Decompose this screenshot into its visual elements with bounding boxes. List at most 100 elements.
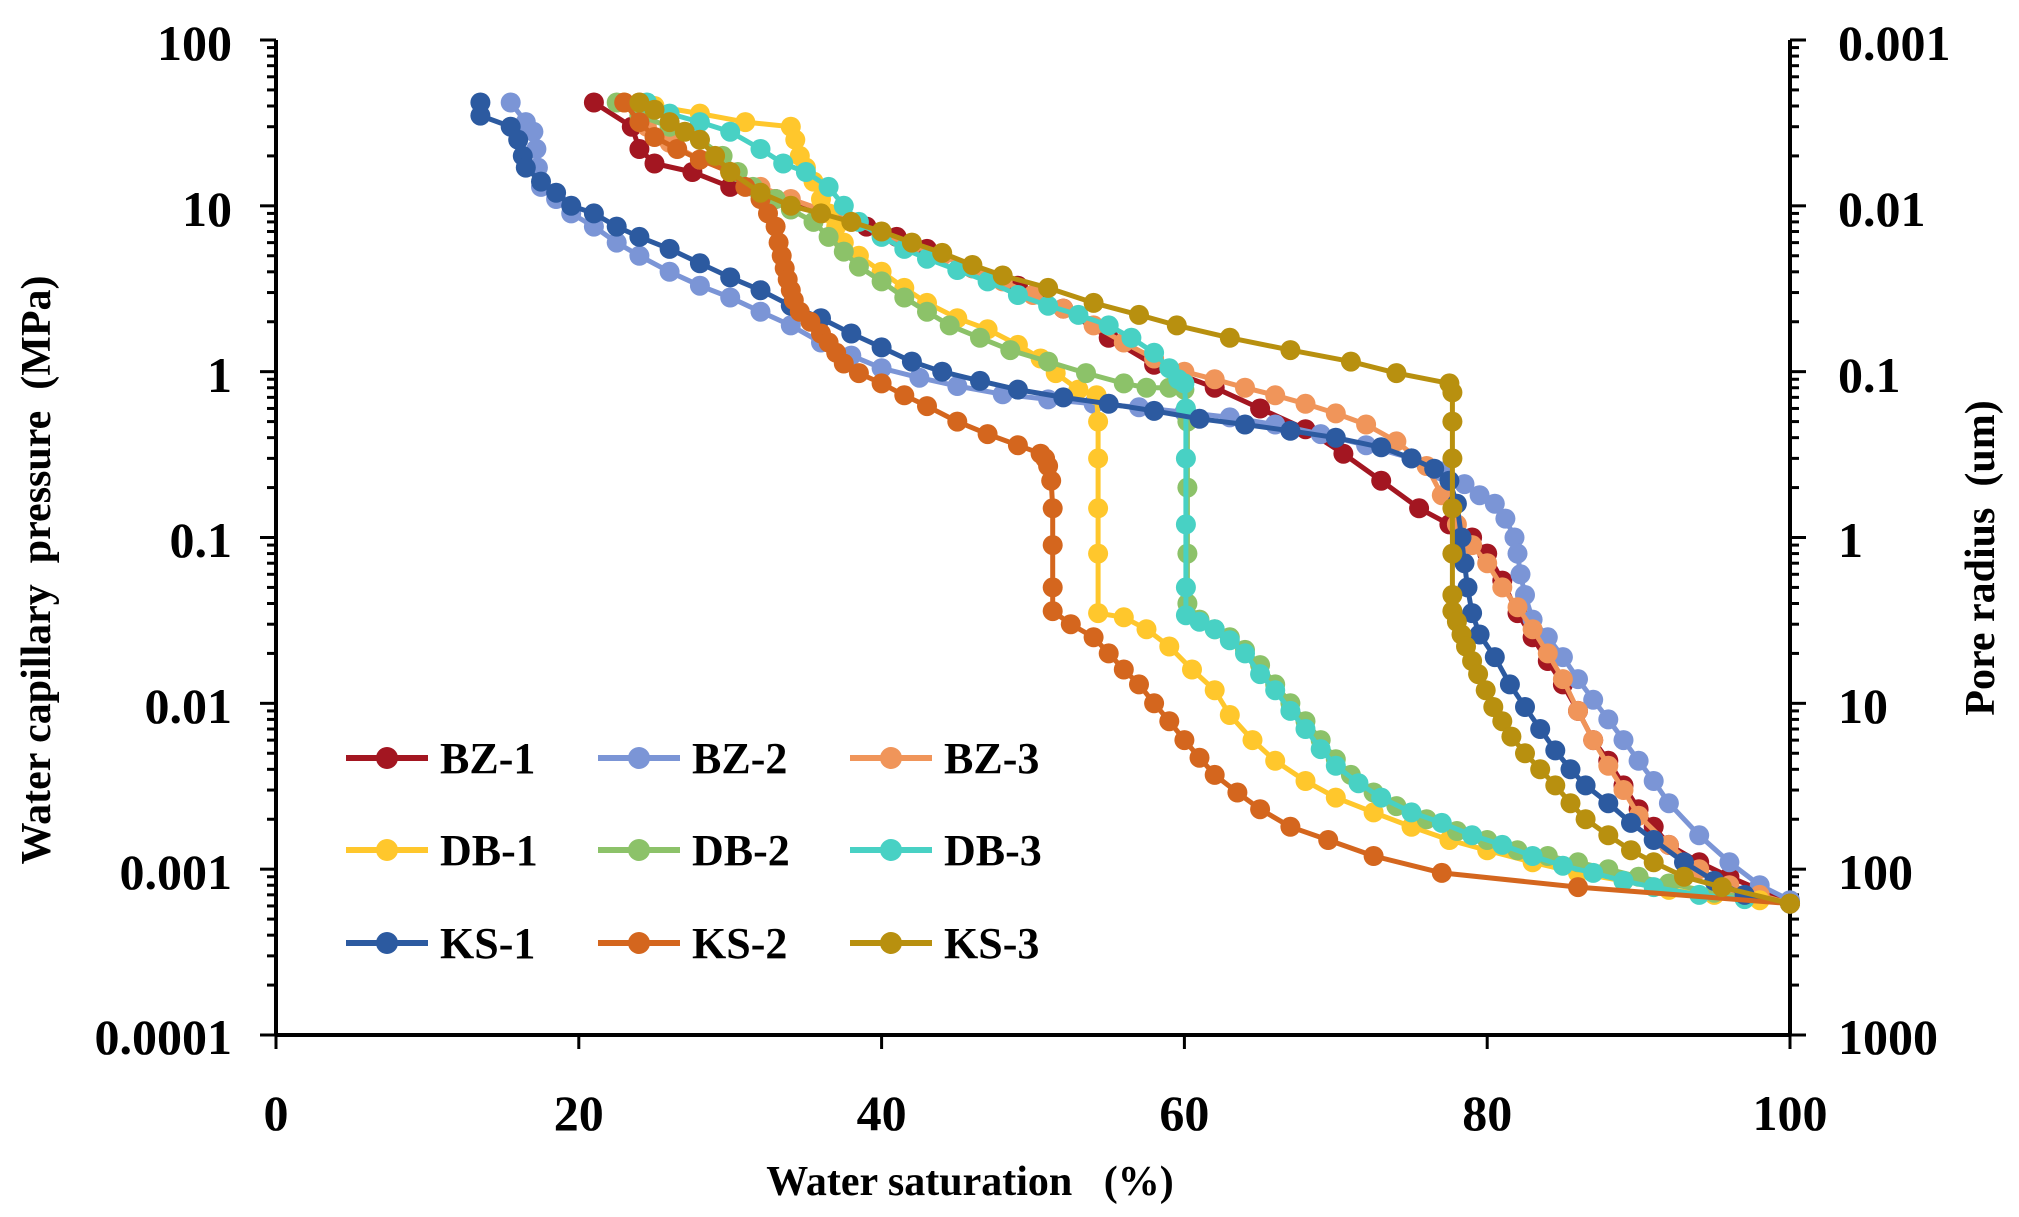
data-point: [1537, 643, 1558, 664]
data-point: [1280, 816, 1301, 837]
data-point: [818, 176, 839, 197]
data-point: [629, 245, 650, 266]
legend-swatch-marker: [376, 747, 398, 769]
data-point: [1560, 793, 1581, 814]
data-point: [1144, 400, 1165, 421]
data-point: [1098, 643, 1119, 664]
data-point: [720, 162, 741, 182]
data-point: [1038, 277, 1059, 298]
data-point: [1041, 470, 1062, 491]
data-point: [1658, 793, 1679, 814]
data-point: [894, 385, 915, 406]
data-point: [1053, 387, 1074, 408]
data-point: [871, 337, 892, 358]
data-point: [1250, 398, 1271, 419]
data-point: [508, 129, 529, 150]
data-point: [1295, 393, 1316, 414]
data-point: [1204, 369, 1225, 390]
data-point: [1227, 782, 1248, 803]
legend-item-bz-2: BZ-2: [598, 734, 787, 783]
data-point: [1484, 493, 1505, 514]
legend-label: DB-1: [440, 826, 538, 875]
data-point: [1042, 535, 1063, 556]
data-point: [1219, 630, 1240, 651]
legend-swatch-marker: [880, 747, 902, 769]
data-point: [1088, 543, 1109, 564]
data-point: [1401, 448, 1422, 469]
data-point: [1583, 730, 1604, 751]
data-point: [1325, 403, 1346, 424]
data-point: [659, 112, 680, 133]
data-point: [1507, 543, 1528, 564]
data-point: [1552, 647, 1573, 668]
data-point: [1477, 553, 1498, 574]
data-point: [1568, 700, 1588, 721]
y2-tick-labels: 1000 100 10 1 0.1 0.01 0.001: [1838, 15, 1951, 1065]
data-point: [1560, 759, 1581, 780]
data-point: [1182, 659, 1202, 680]
data-point: [1598, 793, 1619, 814]
legend-item-db-1: DB-1: [346, 826, 538, 875]
data-point: [833, 195, 854, 216]
legend-swatch-marker: [880, 932, 902, 954]
legend-item-ks-1: KS-1: [346, 919, 535, 968]
data-point: [901, 232, 922, 253]
data-point: [1333, 443, 1354, 464]
data-point: [1621, 812, 1641, 833]
data-point: [1310, 739, 1331, 760]
data-point: [1280, 700, 1301, 721]
legend-label: DB-2: [692, 826, 790, 875]
legend: BZ-1 BZ-2 BZ-3 DB-1 DB-2 DB-3 KS-1 KS-2 KS-3: [346, 734, 1042, 968]
data-point: [720, 121, 741, 142]
data-point: [1038, 351, 1059, 372]
data-point: [1136, 619, 1157, 640]
y-axis-title: Water capillary pressure (MPa): [14, 275, 60, 864]
data-point: [947, 260, 968, 280]
data-point: [1492, 577, 1513, 598]
data-point: [674, 121, 695, 142]
data-point: [894, 287, 915, 308]
data-point: [1250, 664, 1271, 685]
data-point: [1431, 812, 1452, 833]
data-point: [1113, 659, 1134, 680]
data-point: [1174, 373, 1195, 394]
data-point: [1129, 674, 1149, 695]
data-point: [1242, 730, 1263, 751]
data-point: [1363, 846, 1384, 866]
data-point: [1088, 498, 1109, 519]
data-point: [1088, 603, 1109, 624]
data-point: [606, 216, 627, 237]
data-point: [735, 112, 756, 133]
data-point: [720, 267, 741, 288]
data-point: [932, 361, 953, 382]
y2-tick-label: 0.1: [1838, 347, 1901, 403]
data-point: [1442, 585, 1463, 605]
data-point: [1280, 340, 1301, 361]
data-point: [1530, 719, 1551, 739]
data-point: [1583, 862, 1604, 883]
data-point: [1204, 764, 1225, 785]
y2-tick-label: 100: [1838, 844, 1913, 900]
legend-label: BZ-3: [944, 734, 1039, 783]
data-point: [1780, 893, 1800, 914]
legend-swatch-marker: [628, 839, 650, 861]
data-point: [1613, 730, 1634, 751]
x-tick-label: 60: [1159, 1085, 1209, 1141]
x-tick-label: 0: [264, 1085, 289, 1141]
data-point: [1510, 564, 1531, 585]
legend-swatch-marker: [880, 839, 902, 861]
data-point: [1575, 775, 1596, 796]
data-point: [947, 376, 968, 396]
data-point: [1501, 726, 1522, 747]
legend-label: KS-3: [944, 919, 1039, 968]
data-point: [1113, 373, 1134, 394]
data-point: [1235, 377, 1255, 398]
legend-swatch-marker: [376, 932, 398, 954]
data-point: [1462, 603, 1483, 624]
data-point: [1457, 577, 1478, 598]
data-point: [1371, 470, 1392, 491]
data-point: [1504, 527, 1525, 548]
data-point: [1442, 498, 1463, 519]
data-point: [1159, 711, 1180, 732]
data-point: [1483, 697, 1504, 717]
